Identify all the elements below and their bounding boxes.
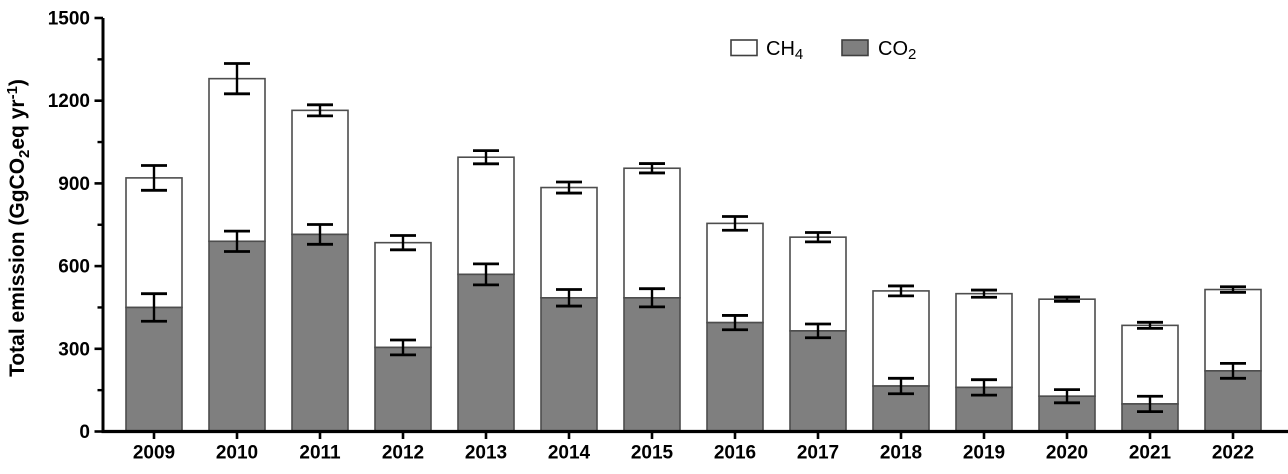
bar-group-2009	[125, 164, 183, 433]
bar-co2-2011	[291, 233, 349, 433]
bar-group-2018	[872, 284, 930, 433]
y-tick-label: 900	[58, 174, 90, 195]
legend-label-base: CH	[766, 38, 795, 60]
legend-label-subscript: 2	[908, 46, 916, 63]
axes-group: 0 300 600 900 1200 1500 2009 2010 2011 2012 2013 20…	[48, 9, 1288, 464]
legend-label-base: CO	[878, 38, 908, 60]
bar-co2-2010	[208, 240, 266, 433]
bar-co2-2009	[125, 306, 183, 433]
legend-item-CH4: CH4	[730, 38, 803, 63]
x-tick-label-2020: 2020	[1046, 443, 1088, 464]
bar-group-2012	[374, 234, 432, 433]
bar-group-2015	[623, 162, 681, 433]
bar-ch4-2014	[540, 186, 598, 299]
bar-ch4-2019	[955, 292, 1013, 389]
bar-co2-2022	[1204, 370, 1262, 433]
y-tick-label: 1200	[48, 91, 90, 112]
y-axis-title: Total emission (GgCO2eq yr-1)	[4, 79, 33, 377]
bar-group-2020	[1038, 295, 1096, 433]
y-axis-title-group: Total emission (GgCO2eq yr-1)	[4, 79, 33, 377]
y-title-main-2: eq yr	[6, 99, 29, 149]
bar-ch4-2010	[208, 77, 266, 243]
legend-swatch-CH4	[730, 39, 758, 57]
legend-swatch-CO2	[841, 39, 869, 57]
bar-group-2022	[1204, 285, 1262, 433]
bar-co2-2018	[872, 385, 930, 433]
legend-label-CO2: CO2	[878, 38, 916, 63]
x-tick-label-2010: 2010	[216, 443, 258, 464]
bar-group-2011	[291, 103, 349, 433]
y-title-subscript: 2	[16, 150, 33, 158]
legend-label-CH4: CH4	[766, 38, 803, 63]
x-tick-label-2022: 2022	[1212, 443, 1254, 464]
x-tick-label-2009: 2009	[133, 443, 175, 464]
y-tick-label: 0	[79, 422, 90, 443]
bar-co2-2015	[623, 297, 681, 433]
bar-ch4-2018	[872, 290, 930, 387]
bar-co2-2016	[706, 321, 764, 433]
x-tick-label-2015: 2015	[631, 443, 674, 464]
bar-ch4-2011	[291, 109, 349, 236]
bar-group-2010	[208, 62, 266, 433]
bar-ch4-2020	[1038, 298, 1096, 398]
bar-ch4-2016	[706, 222, 764, 324]
x-tick-label-2012: 2012	[382, 443, 424, 464]
y-tick-label: 1500	[48, 9, 90, 30]
bar-co2-2012	[374, 346, 432, 433]
x-tick-label-2016: 2016	[714, 443, 756, 464]
x-tick-label-2019: 2019	[963, 443, 1005, 464]
legend-label-subscript: 4	[795, 46, 803, 63]
bar-group-2017	[789, 231, 847, 433]
y-title-main: Total emission (GgCO	[6, 158, 29, 377]
x-tick-label-2018: 2018	[880, 443, 922, 464]
bar-co2-2013	[457, 273, 515, 433]
y-tick-label: 300	[58, 339, 90, 360]
bar-ch4-2017	[789, 236, 847, 332]
x-tick-label-2014: 2014	[548, 443, 591, 464]
bar-ch4-2015	[623, 167, 681, 299]
y-title-superscript: -1	[4, 86, 21, 99]
bar-ch4-2022	[1204, 288, 1262, 372]
bar-ch4-2013	[457, 156, 515, 276]
x-tick-label-2013: 2013	[465, 443, 507, 464]
bar-group-2013	[457, 149, 515, 433]
bar-group-2021	[1121, 320, 1179, 433]
bar-ch4-2021	[1121, 324, 1179, 405]
bar-co2-2020	[1038, 395, 1096, 433]
legend-item-CO2: CO2	[841, 38, 916, 63]
bar-group-2016	[706, 215, 764, 433]
x-tick-label-2011: 2011	[299, 443, 341, 464]
bar-group-2019	[955, 288, 1013, 433]
bar-ch4-2012	[374, 241, 432, 349]
bar-co2-2014	[540, 297, 598, 433]
legend-group: CH4 CO2	[730, 38, 916, 63]
x-tick-label-2017: 2017	[797, 443, 839, 464]
y-title-close-paren: )	[6, 79, 29, 86]
bar-group-2014	[540, 180, 598, 433]
bar-co2-2017	[789, 330, 847, 433]
x-tick-label-2021: 2021	[1129, 443, 1172, 464]
bar-ch4-2009	[125, 177, 183, 309]
y-tick-label: 600	[58, 257, 90, 278]
bars-group	[125, 62, 1262, 433]
